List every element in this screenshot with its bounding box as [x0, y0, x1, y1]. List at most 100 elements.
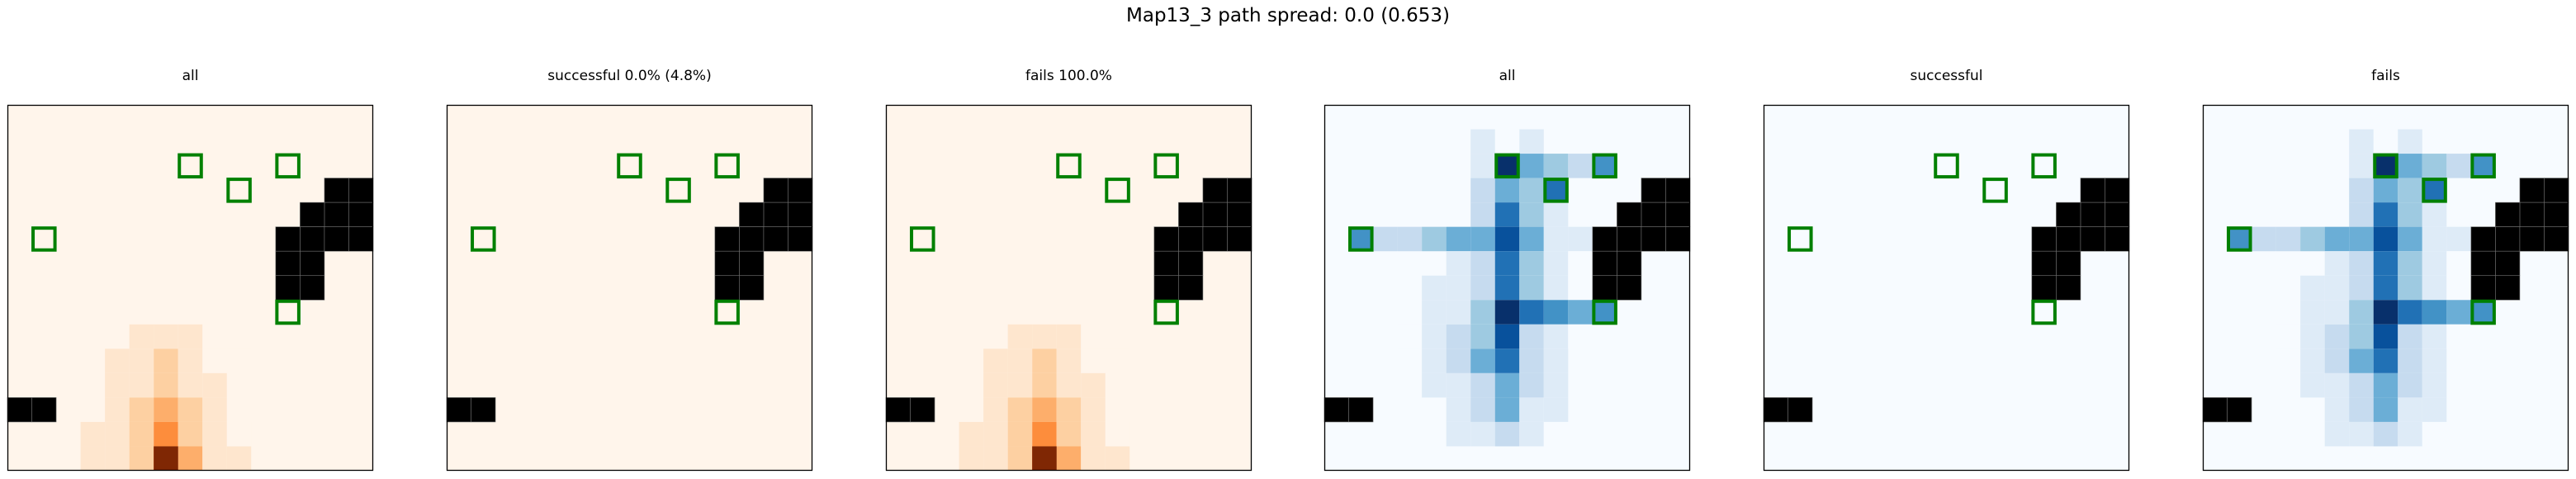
goal-marker: [1788, 226, 1813, 252]
heat-cell: [202, 446, 227, 471]
heat-cell: [80, 421, 106, 447]
heat-cell: [2398, 226, 2422, 252]
heat-cell: [154, 421, 178, 447]
heat-cell: [105, 324, 130, 349]
heat-cell: [1397, 349, 1423, 373]
heat-cell: [129, 300, 154, 325]
heat-cell: [2398, 178, 2422, 203]
heat-cell: [1470, 154, 1495, 178]
heat-cell: [959, 372, 984, 398]
heat-cell: [251, 421, 276, 447]
goal-marker: [275, 153, 301, 179]
wall-cell: [1763, 397, 1788, 423]
goal-marker: [910, 226, 935, 252]
plot-frame: [885, 104, 1252, 472]
heat-cell: [2422, 421, 2447, 447]
heat-cell: [1494, 397, 1520, 422]
heat-cell: [1129, 421, 1154, 447]
wall-cell: [2495, 226, 2521, 252]
heat-cell: [2446, 275, 2471, 301]
heat-cell: [1056, 446, 1082, 471]
wall-cell: [471, 397, 496, 423]
heat-cell: [1032, 446, 1057, 471]
heat-cell: [129, 397, 154, 422]
heatmap-plot: [885, 104, 1252, 472]
heat-cell: [2324, 275, 2350, 301]
heat-cell: [2398, 202, 2422, 227]
heat-cell: [1422, 324, 1447, 349]
heat-cell: [2324, 324, 2350, 349]
heat-cell: [2373, 275, 2398, 301]
heat-cell: [1568, 324, 1593, 349]
wall-cell: [1153, 250, 1179, 277]
heatmap-panel-3: fails 100.0%: [885, 68, 1252, 472]
heat-cell: [1470, 372, 1495, 398]
heat-cell: [1494, 349, 1520, 373]
wall-cell: [31, 397, 57, 423]
heat-cell: [2349, 324, 2374, 349]
heat-cell: [129, 349, 154, 373]
heat-cell: [1007, 421, 1033, 447]
wall-cell: [1178, 202, 1204, 227]
heat-cell: [226, 349, 252, 373]
heat-cell: [226, 421, 252, 447]
heat-cell: [2324, 397, 2350, 422]
goal-marker: [1543, 178, 1569, 203]
heat-cell: [178, 372, 203, 398]
wall-cell: [348, 226, 374, 252]
heat-cell: [178, 397, 203, 422]
goal-marker: [1105, 178, 1130, 203]
wall-cell: [739, 202, 765, 227]
heat-cell: [1470, 129, 1495, 154]
heatmap-plot: [2202, 104, 2569, 472]
plot-frame: [1763, 104, 2130, 472]
plot-frame: [446, 104, 813, 472]
heat-cell: [226, 372, 252, 398]
heat-cell: [1519, 275, 1544, 301]
wall-cell: [2227, 397, 2252, 423]
wall-cell: [788, 226, 813, 252]
heat-cell: [1494, 372, 1520, 398]
wall-cell: [2056, 226, 2081, 252]
wall-cell: [714, 226, 740, 252]
wall-cell: [275, 275, 301, 301]
heat-cell: [1032, 421, 1057, 447]
heat-cell: [1494, 226, 1520, 252]
heat-cell: [1543, 349, 1569, 373]
goal-marker: [2470, 153, 2496, 179]
goal-marker: [2031, 153, 2057, 179]
wall-cell: [2056, 250, 2081, 277]
wall-cell: [1324, 397, 1349, 423]
wall-cell: [1788, 397, 1813, 423]
wall-cell: [2031, 250, 2057, 277]
heat-cell: [1446, 349, 1471, 373]
plot-frame: [1324, 104, 1691, 472]
heat-cell: [1494, 202, 1520, 227]
heat-cell: [1007, 397, 1033, 422]
heat-cell: [2300, 226, 2325, 252]
heat-cell: [154, 300, 178, 325]
heat-cell: [1056, 324, 1082, 349]
heat-cell: [2373, 202, 2398, 227]
heatmap-panel-2: successful 0.0% (4.8%): [446, 68, 813, 472]
goal-marker: [2470, 299, 2496, 325]
heat-cell: [1105, 372, 1130, 398]
heat-cell: [2446, 251, 2471, 276]
heat-cell: [1470, 226, 1495, 252]
heat-cell: [1568, 275, 1593, 301]
panel-title: successful: [1910, 68, 1983, 84]
wall-cell: [324, 226, 349, 252]
wall-cell: [446, 397, 471, 423]
heat-cell: [2324, 226, 2350, 252]
goal-marker: [2373, 153, 2398, 179]
wall-cell: [2495, 250, 2521, 277]
wall-cell: [2470, 226, 2496, 252]
heat-cell: [1519, 251, 1544, 276]
heat-cell: [2398, 129, 2422, 154]
heat-cell: [2300, 349, 2325, 373]
heat-cell: [1470, 251, 1495, 276]
wall-cell: [714, 275, 740, 301]
wall-cell: [300, 226, 325, 252]
wall-cell: [300, 275, 325, 301]
wall-cell: [348, 202, 374, 227]
